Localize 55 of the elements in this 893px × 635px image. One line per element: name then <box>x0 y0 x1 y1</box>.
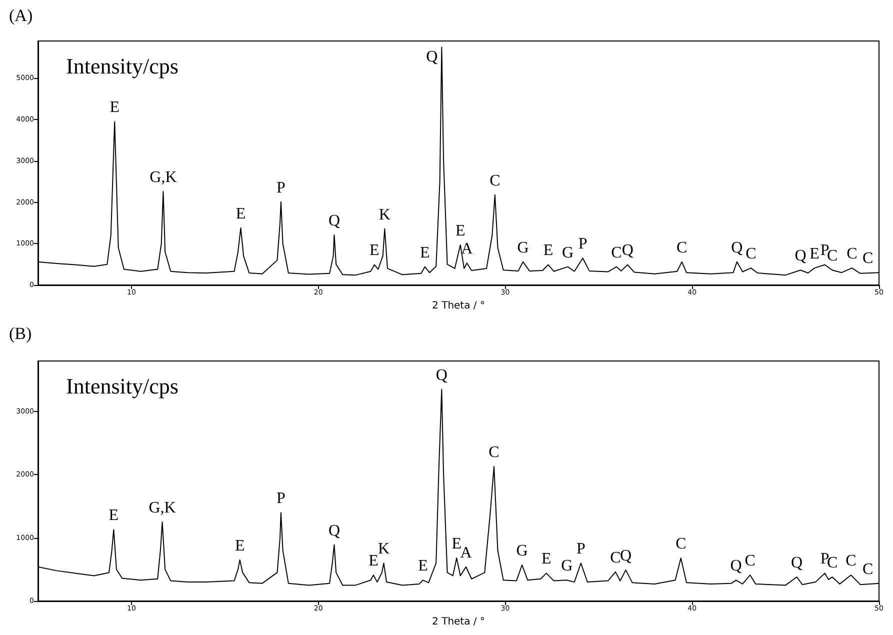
annotation: P <box>276 179 286 196</box>
annotation: G <box>561 558 574 575</box>
chart-title: (B) <box>9 324 32 343</box>
annotation: E <box>110 99 120 116</box>
annotation: E <box>420 244 430 262</box>
annotation: E <box>810 246 820 263</box>
annotation: Q <box>790 554 803 572</box>
annotation: E <box>452 536 462 553</box>
annotation: Q <box>436 366 448 384</box>
annotation: G <box>562 244 574 262</box>
annotation: E <box>368 552 378 570</box>
annotation: E <box>236 205 246 222</box>
annotation: C <box>746 246 756 263</box>
annotation: E <box>418 558 428 575</box>
annotation: K <box>378 540 390 558</box>
annotation: Q <box>328 212 340 230</box>
annotation: C <box>488 444 500 461</box>
annotation: P <box>276 490 286 508</box>
annotation: Q <box>622 242 634 260</box>
annotation: K <box>378 206 391 224</box>
annotation: C <box>862 250 874 268</box>
annotation: Q <box>426 48 438 66</box>
annotation: E <box>455 222 466 240</box>
annotation: P <box>578 236 588 253</box>
annotation: Q <box>794 248 807 265</box>
annotation: A <box>461 240 474 258</box>
annotation: C <box>611 244 622 262</box>
y-axis-title: Intensity/cps <box>66 374 178 398</box>
chart-title: (A) <box>9 6 33 25</box>
annotation: E <box>543 242 554 260</box>
annotation: P <box>576 540 586 558</box>
annotation: Q <box>328 522 340 540</box>
annotation: E <box>541 550 552 568</box>
annotation: C <box>846 552 856 570</box>
x-axis-title: 2 Theta / ° <box>432 300 485 312</box>
annotation: Q <box>731 239 744 256</box>
y-axis-title: Intensity/cps <box>66 54 178 78</box>
annotation: E <box>370 242 380 260</box>
annotation: C <box>610 549 621 566</box>
annotation: C <box>676 239 688 256</box>
annotation: Q <box>730 558 742 575</box>
annotation: E <box>234 537 245 554</box>
annotation: G <box>517 239 530 256</box>
x-axis-title: 2 Theta / ° <box>432 616 485 628</box>
annotation: C <box>862 560 874 578</box>
annotation: C <box>490 172 500 190</box>
annotation: C <box>846 246 858 263</box>
annotation: E <box>108 507 119 524</box>
annotation: C <box>744 552 756 570</box>
annotation: A <box>460 544 472 562</box>
annotation: C <box>676 536 686 553</box>
annotation: G,K <box>150 169 178 186</box>
annotation: G,K <box>148 500 176 517</box>
annotation: Q <box>620 548 632 565</box>
annotation: G <box>516 542 528 560</box>
